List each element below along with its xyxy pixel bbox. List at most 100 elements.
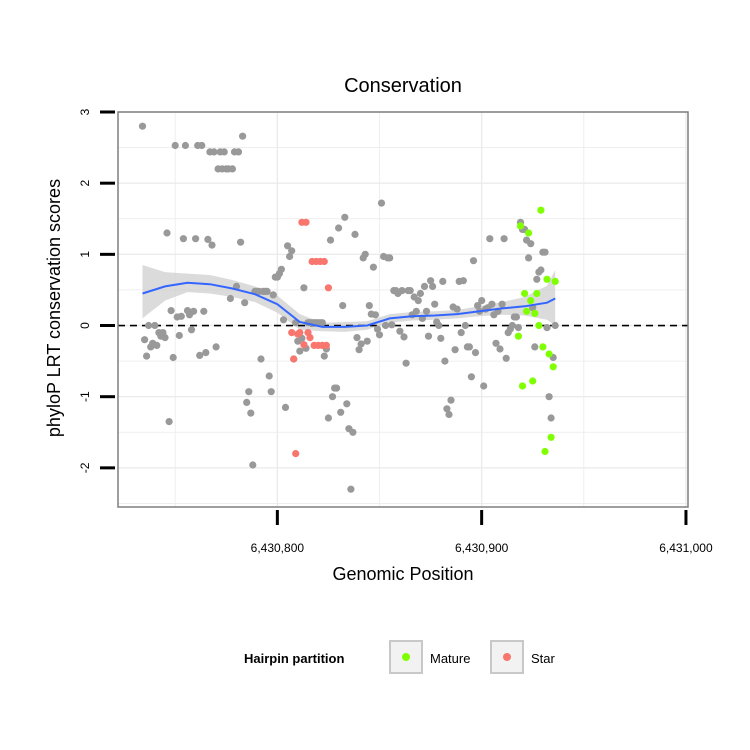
point-other	[365, 302, 373, 310]
point-other	[175, 331, 183, 340]
point-other	[478, 297, 486, 305]
point-other	[382, 321, 390, 330]
point-other	[265, 372, 273, 380]
point-other	[351, 230, 359, 238]
point-other	[281, 403, 290, 411]
point-other	[498, 300, 506, 308]
point-other	[347, 485, 355, 493]
point-other	[324, 414, 332, 422]
point-other	[541, 248, 549, 256]
legend-dot-star	[503, 653, 511, 661]
point-other	[249, 461, 257, 469]
point-other	[226, 294, 234, 303]
point-mature	[535, 321, 543, 330]
point-other	[212, 343, 220, 351]
y-tick-label: 1	[78, 251, 92, 258]
point-other	[263, 287, 271, 295]
point-other	[234, 148, 243, 156]
point-other	[437, 334, 445, 342]
point-other	[192, 235, 200, 243]
point-other	[237, 238, 245, 246]
point-other	[177, 312, 185, 320]
point-other	[471, 349, 480, 357]
point-other	[153, 341, 161, 349]
point-other	[220, 148, 228, 156]
point-other	[169, 353, 177, 362]
point-other	[439, 277, 447, 285]
legend-title: Hairpin partition	[244, 651, 344, 666]
point-other	[353, 334, 361, 342]
point-other	[210, 148, 218, 156]
point-other	[361, 250, 369, 258]
y-tick-label: 0	[78, 322, 92, 329]
point-other	[363, 337, 371, 345]
point-other	[196, 351, 204, 359]
y-tick-label: -1	[78, 391, 92, 402]
point-other	[502, 354, 510, 362]
point-other	[333, 384, 341, 392]
point-other	[488, 300, 496, 308]
point-other	[375, 331, 384, 339]
point-other	[328, 393, 337, 401]
point-other	[349, 428, 357, 436]
point-other	[241, 299, 249, 307]
point-other	[512, 313, 521, 321]
legend-label-star: Star	[531, 651, 556, 666]
point-other	[480, 382, 488, 390]
point-other	[138, 122, 147, 130]
point-other	[300, 284, 308, 292]
point-star	[288, 329, 296, 337]
point-other	[508, 321, 516, 330]
x-axis-label: Genomic Position	[332, 564, 473, 584]
point-mature	[514, 332, 523, 340]
point-mature	[547, 433, 555, 441]
point-other	[318, 319, 326, 327]
point-other	[492, 339, 500, 347]
point-other	[141, 336, 149, 344]
point-other	[320, 352, 328, 360]
point-other	[443, 405, 451, 413]
chart-title: Conservation	[344, 75, 462, 97]
point-other	[369, 263, 377, 271]
point-other	[239, 132, 247, 140]
point-other	[547, 414, 555, 422]
point-other	[453, 305, 461, 313]
point-other	[167, 307, 175, 315]
point-other	[341, 213, 349, 221]
point-other	[500, 235, 508, 243]
point-mature	[525, 229, 533, 237]
point-star	[296, 329, 304, 337]
point-other	[388, 321, 396, 329]
point-other	[165, 418, 173, 426]
point-other	[486, 235, 494, 243]
point-other	[457, 329, 465, 337]
point-other	[355, 346, 363, 354]
point-mature	[521, 289, 529, 298]
point-other	[402, 359, 410, 367]
point-other	[143, 352, 151, 360]
point-star	[300, 341, 308, 349]
y-tick-label: 3	[78, 108, 92, 115]
point-other	[288, 247, 296, 255]
point-other	[435, 321, 443, 330]
point-other	[228, 165, 236, 173]
point-other	[161, 334, 169, 342]
point-other	[243, 398, 251, 406]
point-other	[179, 235, 187, 243]
point-other	[545, 393, 553, 401]
point-mature	[537, 206, 545, 214]
point-other	[187, 326, 196, 334]
x-tick-label: 6,430,900	[455, 541, 509, 555]
point-other	[257, 355, 265, 363]
point-star	[292, 450, 300, 458]
point-other	[406, 287, 414, 295]
point-other	[441, 357, 449, 365]
point-other	[377, 199, 386, 207]
point-star	[302, 218, 310, 226]
point-other	[465, 343, 473, 351]
point-mature	[543, 275, 551, 283]
point-other	[286, 252, 294, 261]
smooth-trend-line	[142, 281, 556, 328]
